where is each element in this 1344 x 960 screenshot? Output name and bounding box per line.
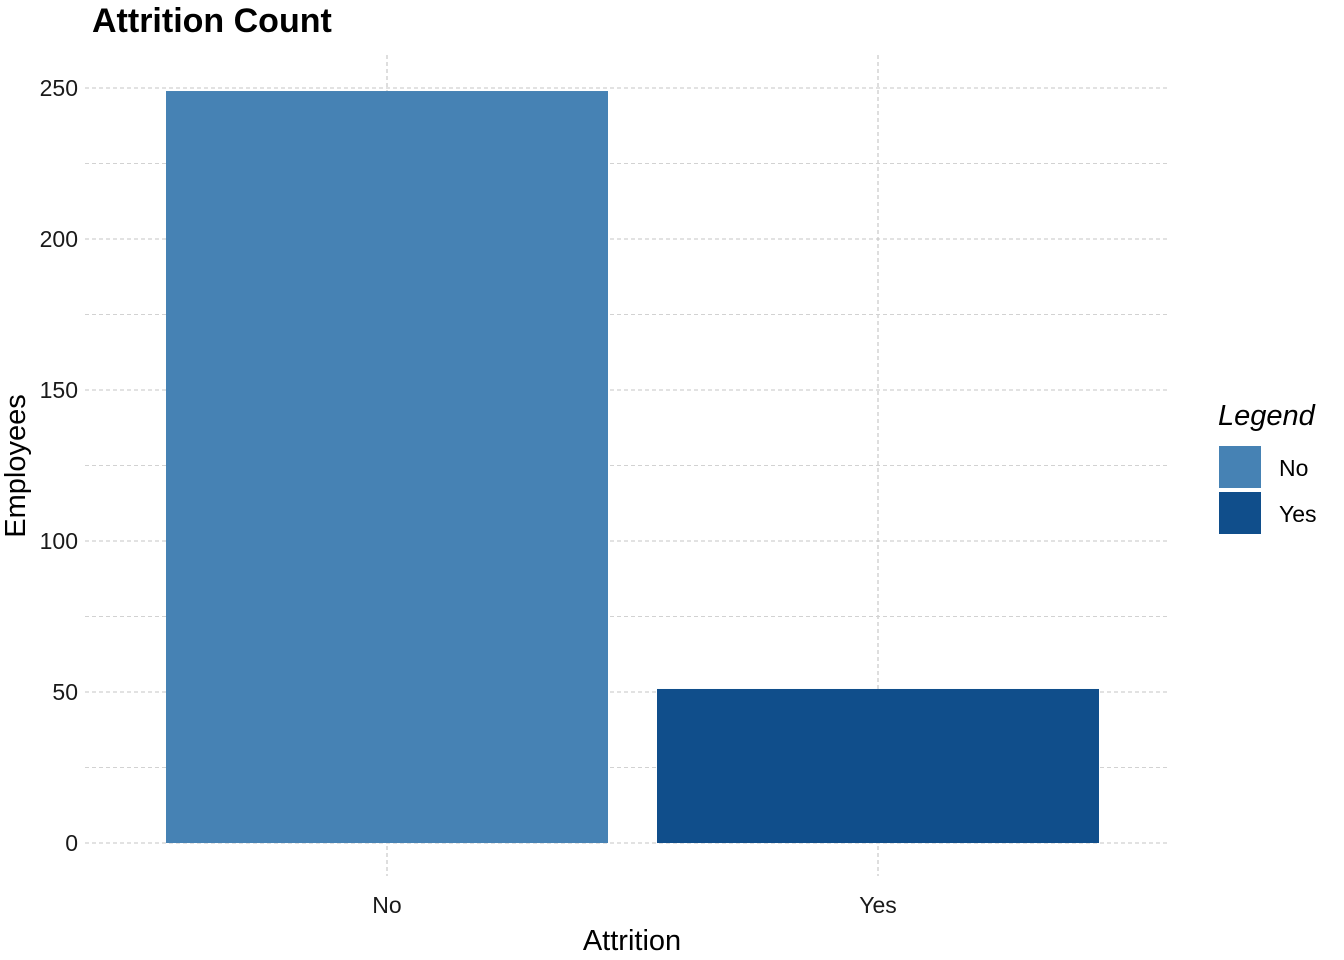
y-tick-label: 100 <box>40 528 78 554</box>
legend: Legend No Yes <box>1218 400 1317 534</box>
legend-title: Legend <box>1218 400 1316 432</box>
y-tick-label: 0 <box>65 830 78 856</box>
x-tick-label: Yes <box>859 892 897 918</box>
x-axis-title: Attrition <box>583 925 681 957</box>
y-tick-label: 50 <box>52 679 78 705</box>
legend-swatch-no <box>1219 446 1261 488</box>
x-tick-label: No <box>372 892 401 918</box>
bar-no <box>166 91 608 843</box>
bar-yes <box>657 688 1099 843</box>
bars <box>166 91 1099 843</box>
x-axis-ticks: No Yes <box>372 892 896 918</box>
y-tick-label: 150 <box>40 377 78 403</box>
legend-label-no: No <box>1279 455 1308 481</box>
y-axis-title: Employees <box>0 394 32 537</box>
legend-items: No Yes <box>1219 446 1317 534</box>
y-axis-ticks: 0 50 100 150 200 250 <box>40 75 78 856</box>
y-tick-label: 200 <box>40 226 78 252</box>
y-tick-label: 250 <box>40 75 78 101</box>
legend-swatch-yes <box>1219 492 1261 534</box>
chart-title: Attrition Count <box>92 2 332 40</box>
legend-label-yes: Yes <box>1279 501 1317 527</box>
